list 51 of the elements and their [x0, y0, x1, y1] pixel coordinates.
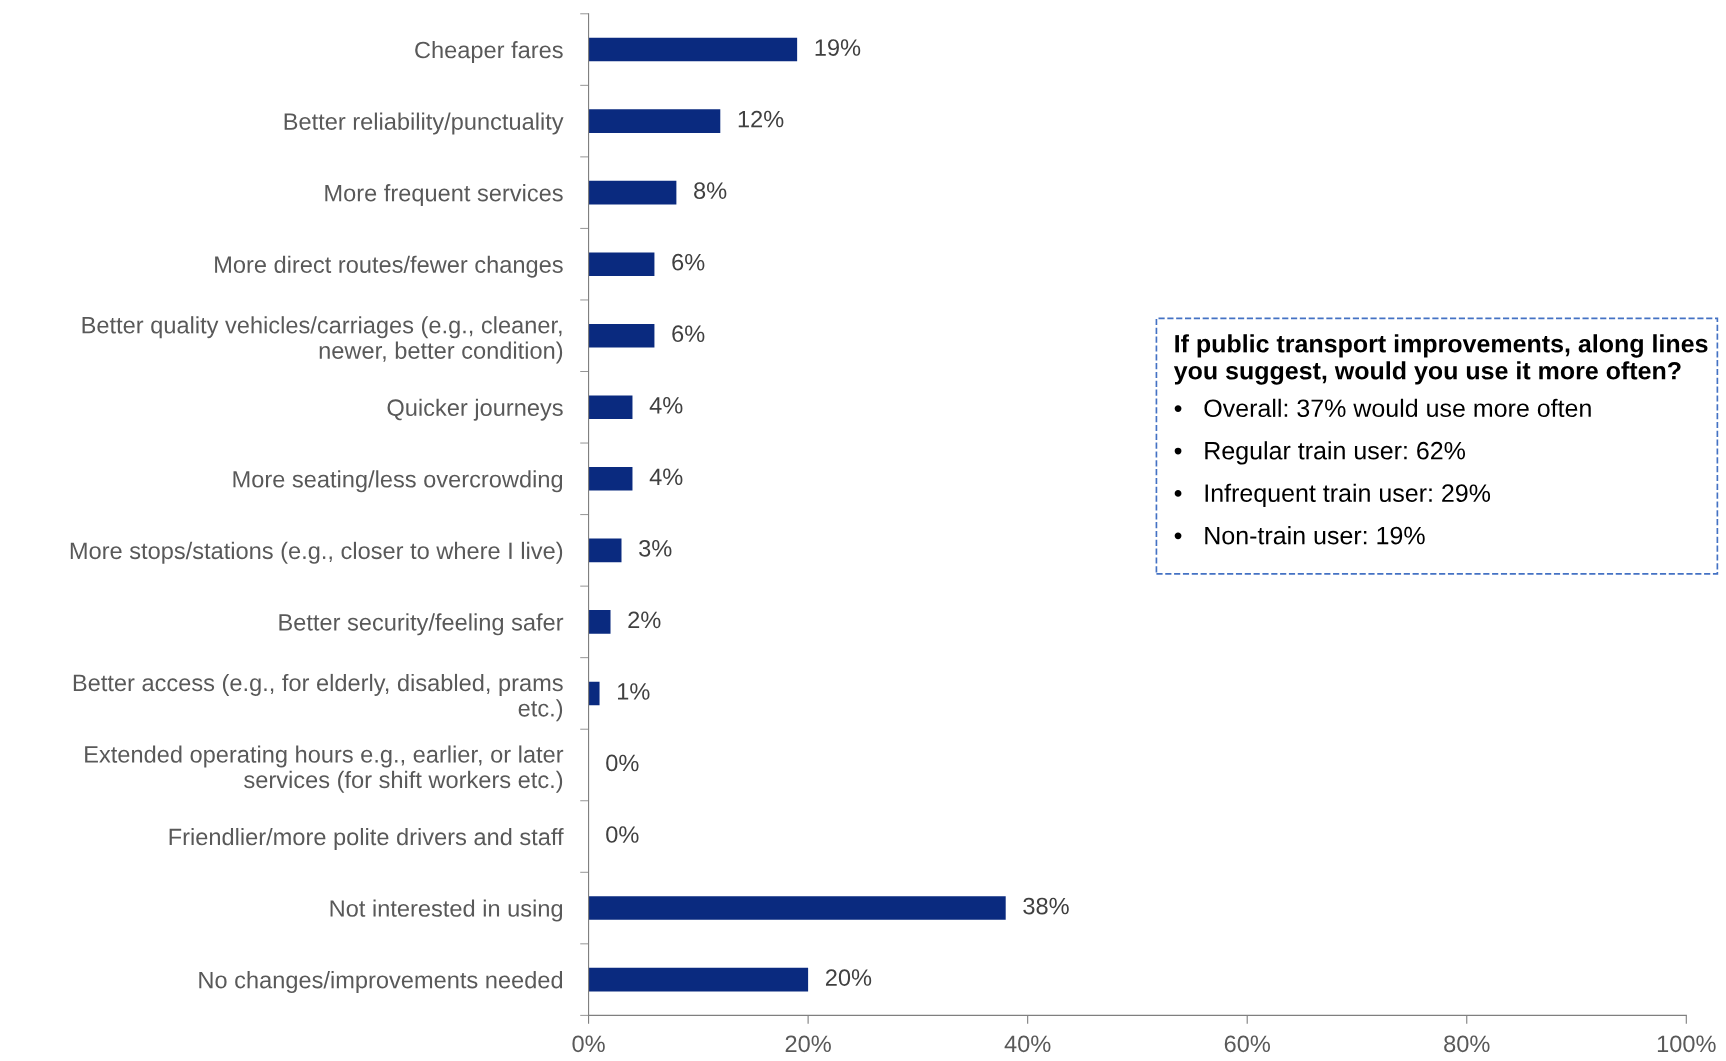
- data-label: 6%: [672, 253, 705, 271]
- y-tick-label: More stops/stations (e.g., closer to where I live): [70, 541, 563, 564]
- data-label: 1%: [618, 683, 650, 700]
- bar: [588, 681, 600, 706]
- x-tick-label: 40%: [1004, 1035, 1051, 1053]
- annotation: If public transport improvements, along lines you suggest, would you use it more often?: [1173, 334, 1708, 385]
- data-label: 19%: [815, 39, 861, 56]
- data-label: 12%: [738, 110, 784, 128]
- y-tick-label: Friendlier/more polite drivers and staff: [169, 827, 564, 850]
- y-tick-label: Not interested in using: [330, 899, 563, 922]
- bar: [588, 395, 633, 420]
- x-tick-label: 0%: [572, 1035, 605, 1053]
- data-label: 6%: [672, 325, 705, 343]
- y-tick-label: No changes/improvements needed: [199, 971, 563, 994]
- data-label: 2%: [628, 611, 661, 629]
- y-tick-label: Better access (e.g., for elderly, disabled, prams etc.): [73, 673, 563, 722]
- bar: [588, 109, 721, 133]
- bar: [588, 610, 611, 634]
- bar: [588, 467, 633, 491]
- y-tick-label: More frequent services: [325, 184, 563, 207]
- annotation: • Overall: 37% would use more often: [1174, 398, 1591, 418]
- annotation: • Infrequent train user: 29%: [1174, 483, 1491, 507]
- annotation: • Regular train user: 62%: [1174, 441, 1466, 465]
- bar: [588, 180, 677, 205]
- data-label: 4%: [649, 396, 683, 414]
- data-label: 20%: [825, 969, 872, 986]
- y-tick-label: Extended operating hours e.g., earlier, or later services (for shift workers etc.): [85, 745, 564, 793]
- y-tick-label: Quicker journeys: [387, 398, 563, 421]
- bar: [588, 252, 655, 276]
- data-label: 8%: [694, 182, 727, 199]
- bar: [588, 323, 655, 348]
- y-tick-label: More seating/less overcrowding: [233, 470, 563, 493]
- data-label: 4%: [649, 468, 683, 486]
- y-tick-label: Cheaper fares: [415, 41, 563, 64]
- bar: [588, 538, 622, 563]
- bar: [588, 967, 809, 992]
- data-label: 0%: [606, 754, 639, 772]
- y-tick-label: More direct routes/fewer changes: [215, 255, 563, 278]
- x-tick-label: 80%: [1444, 1035, 1490, 1053]
- bar: [588, 37, 798, 62]
- x-tick-label: 60%: [1224, 1035, 1270, 1053]
- data-label: 38%: [1023, 897, 1069, 915]
- y-tick-label: Better security/feeling safer: [279, 613, 564, 636]
- data-label: 3%: [639, 539, 672, 557]
- x-tick-label: 20%: [785, 1035, 831, 1053]
- data-label: 0%: [606, 826, 639, 843]
- x-tick-label: 100%: [1657, 1035, 1716, 1053]
- y-tick-label: Better reliability/punctuality: [284, 112, 564, 135]
- annotation: • Non-train user: 19%: [1174, 526, 1425, 545]
- y-tick-label: Better quality vehicles/carriages (e.g., cleaner, newer, better condition): [82, 316, 563, 364]
- bar: [588, 896, 1006, 920]
